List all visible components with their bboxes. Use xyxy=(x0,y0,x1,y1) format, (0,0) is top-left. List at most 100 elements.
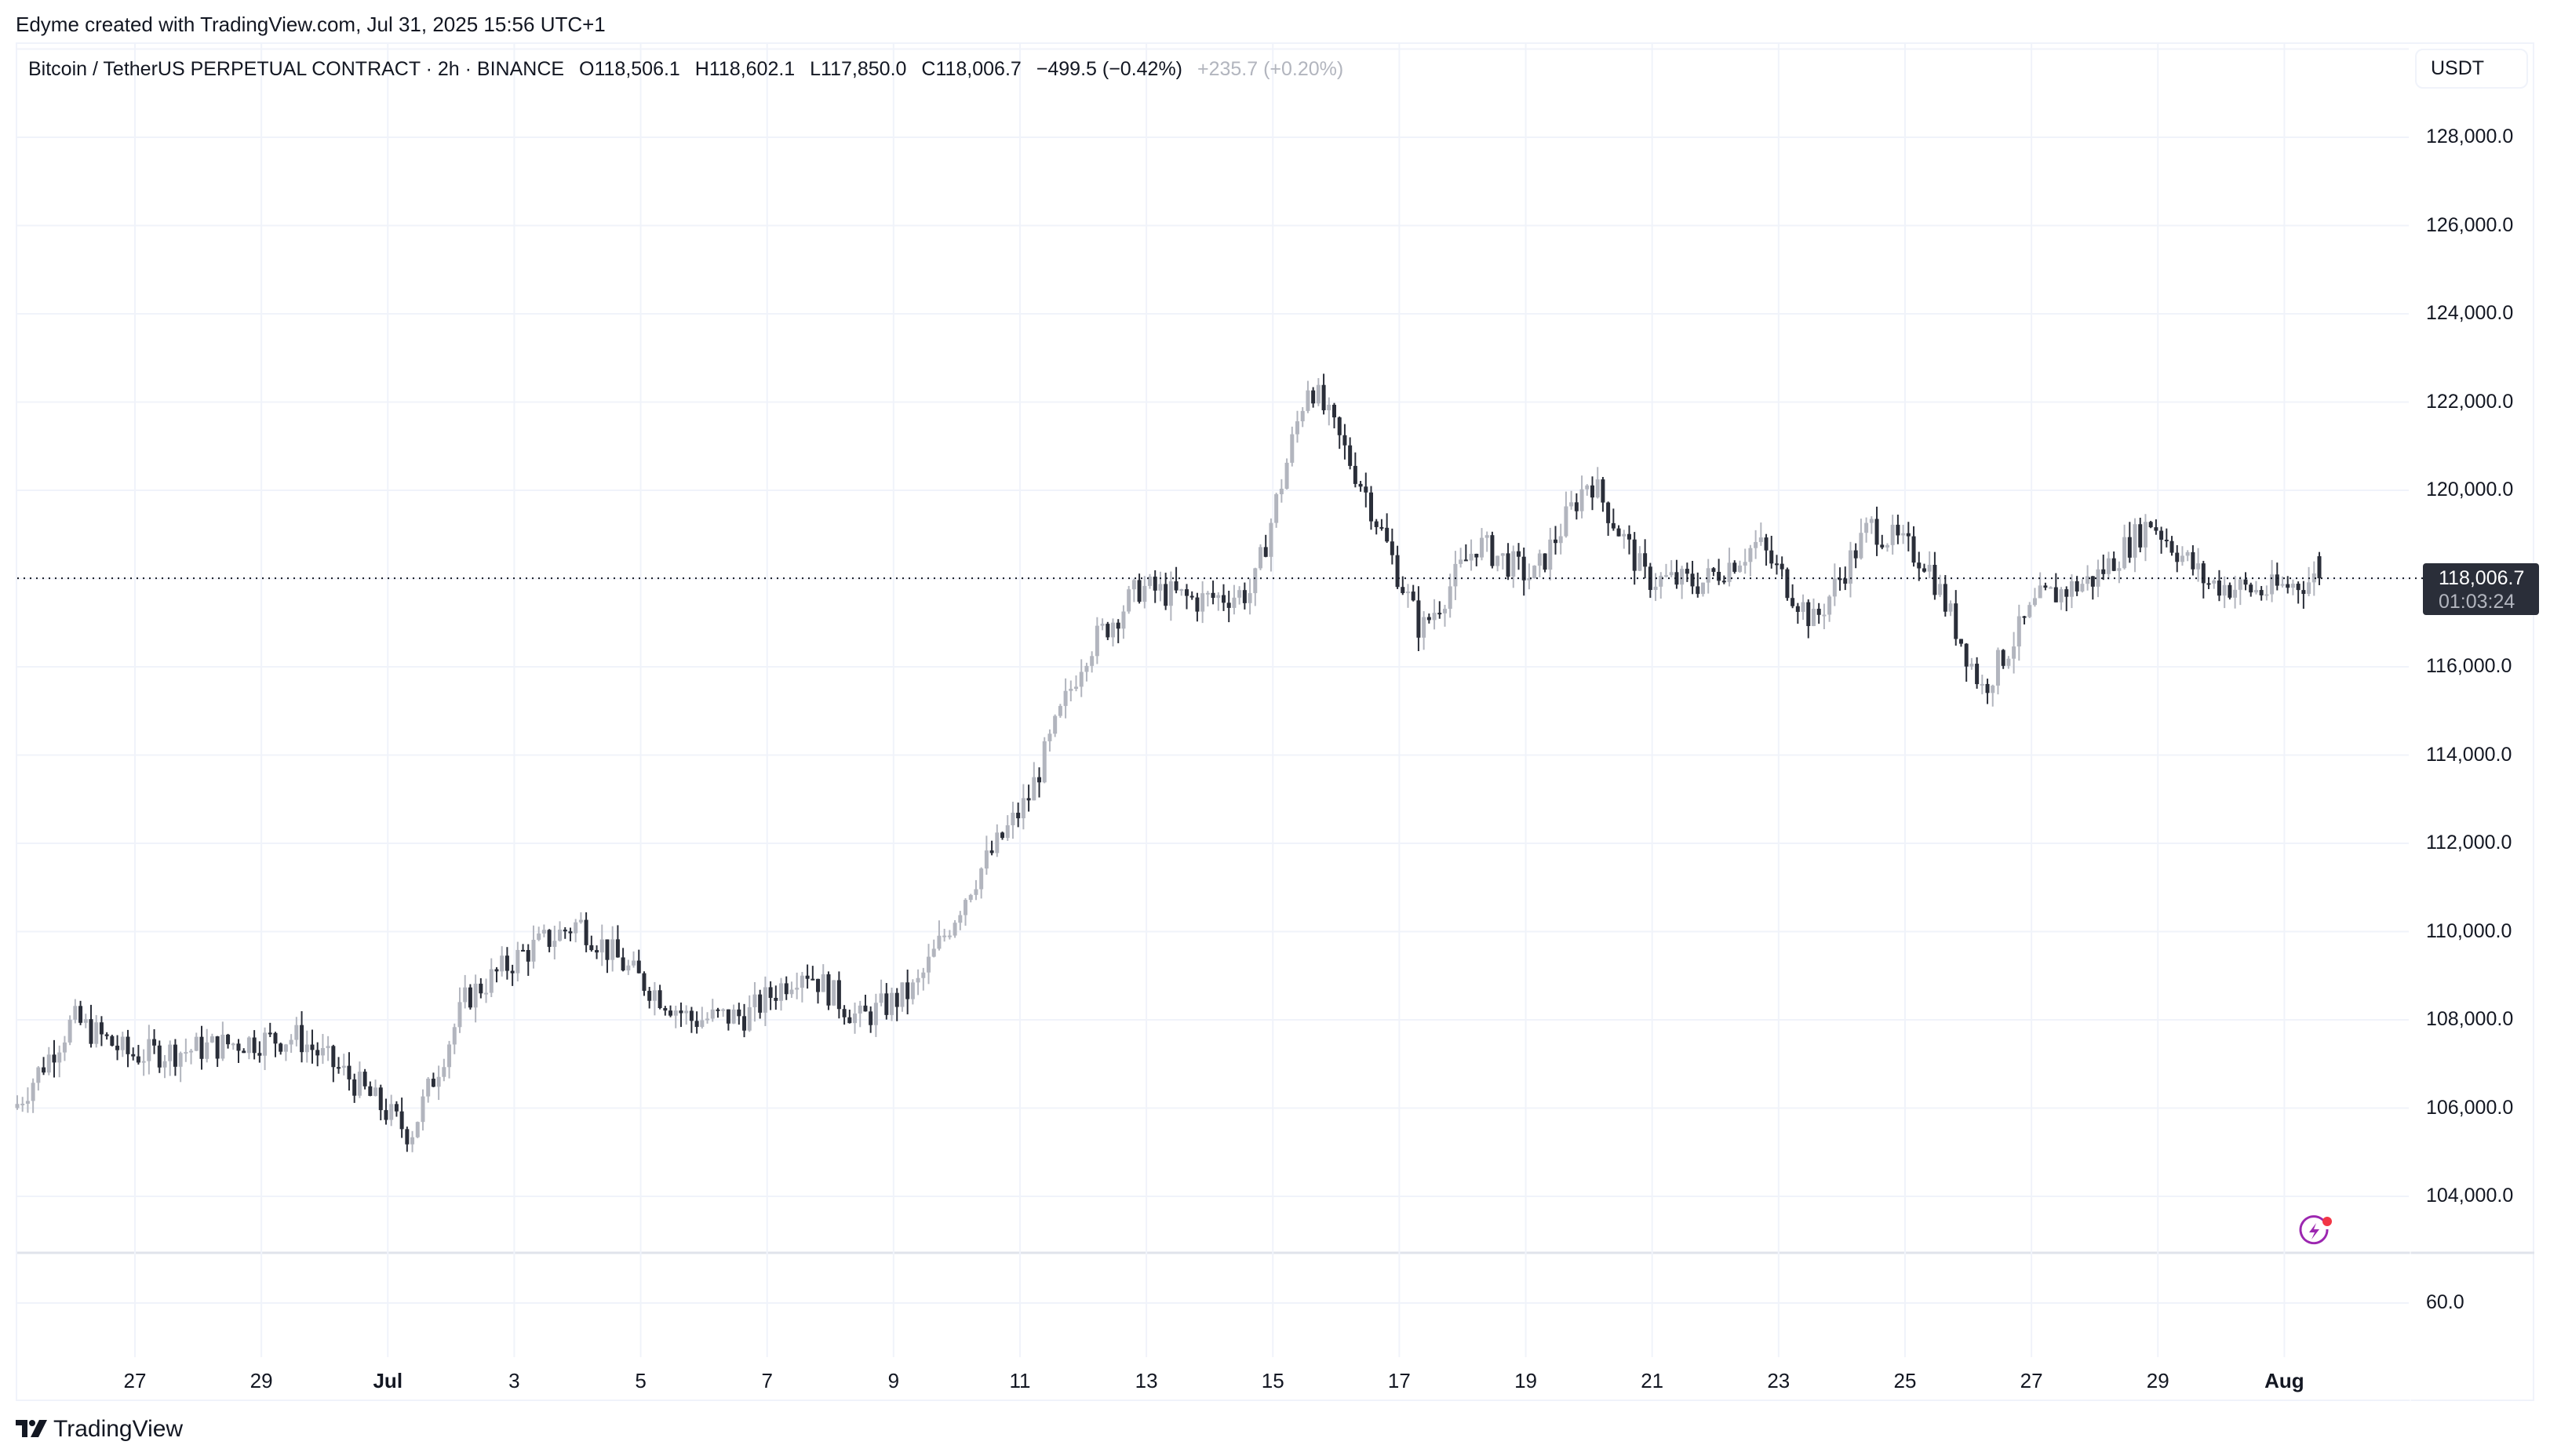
candle xyxy=(1185,589,1189,596)
candle xyxy=(1780,563,1784,570)
price-axis-label: 116,000.0 xyxy=(2426,655,2512,677)
candle xyxy=(1216,595,1221,599)
candle xyxy=(505,956,509,971)
candle xyxy=(1795,606,1800,612)
candle xyxy=(2038,585,2042,599)
candle xyxy=(1848,550,1852,584)
time-axis-label: 29 xyxy=(250,1369,273,1392)
candle xyxy=(910,982,915,999)
candle xyxy=(595,950,599,953)
candle xyxy=(1843,578,1848,584)
candle xyxy=(46,1054,51,1073)
candle xyxy=(726,1009,730,1024)
candle xyxy=(2175,552,2180,562)
candle xyxy=(858,1005,862,1014)
candle xyxy=(884,993,889,1015)
candle xyxy=(1933,565,1937,595)
candle xyxy=(2111,558,2116,571)
candle xyxy=(1500,553,1505,556)
candle xyxy=(1906,533,1911,537)
candle xyxy=(452,1027,457,1045)
price-axis-label: 106,000.0 xyxy=(2426,1096,2514,1119)
candle xyxy=(1995,650,2000,686)
candle xyxy=(826,974,831,1006)
candle xyxy=(52,1054,56,1063)
candle xyxy=(352,1079,357,1096)
candle xyxy=(1042,741,1047,783)
candle xyxy=(2053,587,2058,602)
candle xyxy=(2086,576,2090,584)
candle xyxy=(42,1067,46,1073)
candle xyxy=(489,969,494,993)
extended-change: +235.7 (+0.20%) xyxy=(1197,58,1344,80)
candle xyxy=(147,1039,151,1061)
candle xyxy=(526,950,530,962)
candle xyxy=(721,1009,726,1011)
candle xyxy=(2075,581,2079,592)
chart-attribution: Edyme created with TradingView.com, Jul … xyxy=(16,13,606,36)
candle xyxy=(658,990,662,1009)
candle xyxy=(300,1025,304,1053)
candle xyxy=(2185,551,2190,556)
candle xyxy=(1980,683,1984,686)
candle xyxy=(2311,573,2316,583)
candle xyxy=(1622,533,1627,537)
candle xyxy=(1405,592,1410,594)
candle xyxy=(1148,577,1153,586)
candle xyxy=(1284,462,1289,490)
candle xyxy=(168,1044,173,1061)
currency-selector[interactable]: USDT xyxy=(2415,49,2528,89)
candle xyxy=(2101,569,2106,574)
lightning-alert-icon[interactable] xyxy=(2297,1213,2333,1249)
candle xyxy=(652,990,657,1001)
candle xyxy=(384,1110,388,1120)
candle xyxy=(31,1083,35,1101)
ohlc-high: H118,602.1 xyxy=(694,58,796,80)
ohlc-open: O118,506.1 xyxy=(579,58,680,80)
price-axis-label: 128,000.0 xyxy=(2426,126,2514,147)
candle xyxy=(853,1013,858,1024)
candle xyxy=(916,977,920,983)
candle xyxy=(700,1020,705,1028)
candle xyxy=(331,1046,336,1068)
candle xyxy=(1353,465,1357,484)
candle xyxy=(1422,617,1426,638)
candle xyxy=(1558,536,1563,544)
candle xyxy=(2032,598,2037,606)
candle xyxy=(1659,575,1663,587)
candle xyxy=(1222,595,1226,603)
symbol-title[interactable]: Bitcoin / TetherUS PERPETUAL CONTRACT · … xyxy=(28,58,565,80)
candle xyxy=(795,988,800,990)
candle xyxy=(1680,569,1685,585)
candle xyxy=(1911,536,1916,563)
candle xyxy=(405,1129,410,1145)
candle xyxy=(1079,672,1084,687)
candle xyxy=(2280,584,2285,586)
candle xyxy=(931,948,936,957)
candle xyxy=(1874,519,1879,545)
candle xyxy=(1459,559,1463,564)
tradingview-logo[interactable]: TradingView xyxy=(16,1416,183,1443)
candle xyxy=(558,929,563,941)
candle xyxy=(1037,777,1042,783)
candle xyxy=(716,1009,720,1011)
candle xyxy=(1205,592,1210,595)
candle xyxy=(2238,579,2242,590)
candle xyxy=(984,850,989,869)
candle xyxy=(436,1076,441,1087)
candle xyxy=(279,1043,283,1052)
candle xyxy=(1948,603,1953,612)
candle xyxy=(2180,555,2184,562)
candle xyxy=(1927,565,1932,572)
currency-label: USDT xyxy=(2431,57,2485,79)
candle xyxy=(747,1006,752,1031)
candle xyxy=(1426,617,1431,621)
candle xyxy=(1880,544,1885,548)
candle xyxy=(1901,533,1906,536)
candle xyxy=(162,1061,167,1068)
price-axis-label: 104,000.0 xyxy=(2426,1185,2514,1207)
candle xyxy=(821,974,825,992)
candle xyxy=(94,1022,99,1044)
candle xyxy=(2027,605,2032,617)
